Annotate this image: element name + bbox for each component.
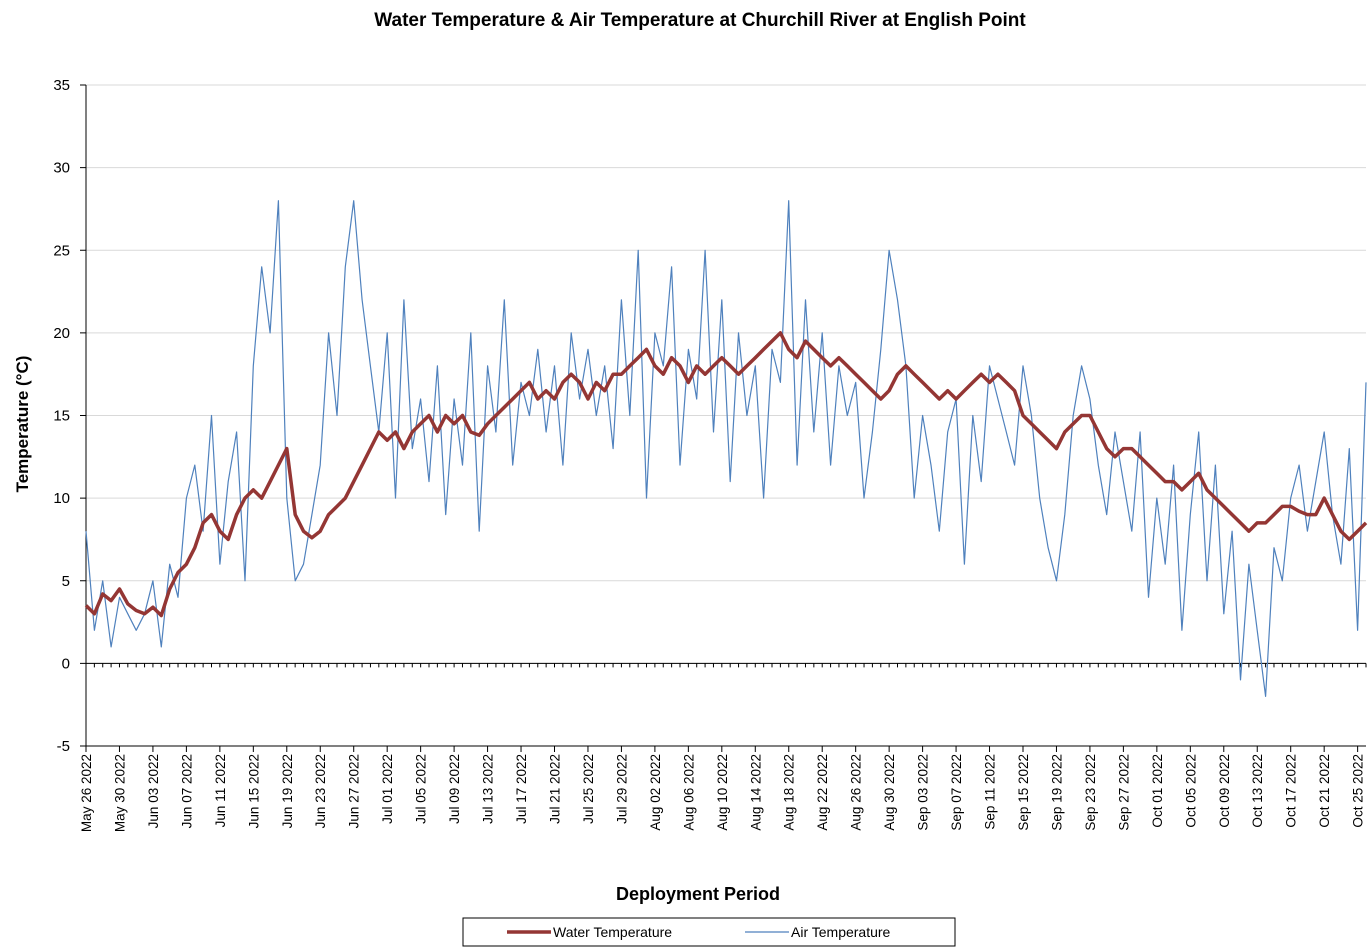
x-tick-label: Aug 02 2022 — [648, 754, 663, 831]
x-tick-label: Jun 11 2022 — [213, 754, 228, 827]
x-tick-label: May 30 2022 — [112, 754, 127, 832]
x-tick-label: Sep 11 2022 — [983, 754, 998, 830]
x-tick-label: Jul 05 2022 — [414, 754, 429, 824]
x-tick-label: Jul 13 2022 — [481, 754, 496, 824]
y-tick-label: 0 — [62, 655, 70, 672]
x-tick-label: Oct 25 2022 — [1351, 754, 1366, 828]
y-tick-label: 35 — [53, 77, 70, 94]
series-line — [84, 331, 1368, 618]
series-line — [85, 200, 1367, 697]
y-axis-title: Temperature (°C) — [13, 356, 32, 493]
x-tick-label: Jun 03 2022 — [146, 754, 161, 828]
x-tick-label: Oct 09 2022 — [1217, 754, 1232, 828]
x-tick-label: Aug 14 2022 — [748, 754, 763, 831]
x-tick-label: Jun 15 2022 — [246, 754, 261, 828]
x-tick-label: Sep 23 2022 — [1083, 754, 1098, 831]
x-tick-label: Jul 17 2022 — [514, 754, 529, 824]
x-tick-label: Aug 30 2022 — [882, 754, 897, 831]
x-tick-label: Jun 07 2022 — [179, 754, 194, 828]
x-tick-label: Sep 27 2022 — [1116, 754, 1131, 831]
x-tick-label: Sep 15 2022 — [1016, 754, 1031, 831]
x-tick-label: Jul 21 2022 — [547, 754, 562, 824]
x-tick-label: Jul 25 2022 — [581, 754, 596, 824]
y-tick-label: 20 — [53, 325, 70, 342]
y-tick-label: 10 — [53, 490, 70, 507]
x-tick-label: Jun 27 2022 — [347, 754, 362, 828]
x-tick-label: Oct 01 2022 — [1150, 754, 1165, 828]
x-tick-label: Oct 13 2022 — [1250, 754, 1265, 828]
y-tick-label: 5 — [62, 573, 70, 590]
x-tick-label: Oct 17 2022 — [1284, 754, 1299, 828]
y-tick-label: 15 — [53, 408, 70, 425]
y-tick-label: 25 — [53, 242, 70, 259]
x-axis-title: Deployment Period — [616, 884, 780, 904]
x-tick-label: Sep 07 2022 — [949, 754, 964, 831]
x-tick-label: Aug 22 2022 — [815, 754, 830, 831]
x-tick-label: Aug 18 2022 — [782, 754, 797, 831]
x-tick-label: Aug 06 2022 — [681, 754, 696, 831]
x-tick-label: Jun 23 2022 — [313, 754, 328, 828]
x-tick-label: Jun 19 2022 — [280, 754, 295, 828]
x-tick-label: Sep 19 2022 — [1049, 754, 1064, 831]
x-tick-label: May 26 2022 — [79, 754, 94, 832]
x-tick-label: Jul 29 2022 — [614, 754, 629, 824]
x-tick-label: Jul 09 2022 — [447, 754, 462, 824]
y-tick-label: 30 — [53, 160, 70, 177]
x-tick-label: Aug 10 2022 — [715, 754, 730, 831]
legend-label: Water Temperature — [553, 924, 672, 940]
x-tick-label: Jul 01 2022 — [380, 754, 395, 824]
y-tick-label: -5 — [57, 738, 70, 755]
chart-title: Water Temperature & Air Temperature at C… — [374, 10, 1026, 31]
x-tick-label: Oct 05 2022 — [1183, 754, 1198, 828]
x-tick-label: Oct 21 2022 — [1317, 754, 1332, 828]
x-tick-label: Sep 03 2022 — [916, 754, 931, 831]
legend-label: Air Temperature — [791, 924, 891, 940]
x-tick-label: Aug 26 2022 — [849, 754, 864, 831]
